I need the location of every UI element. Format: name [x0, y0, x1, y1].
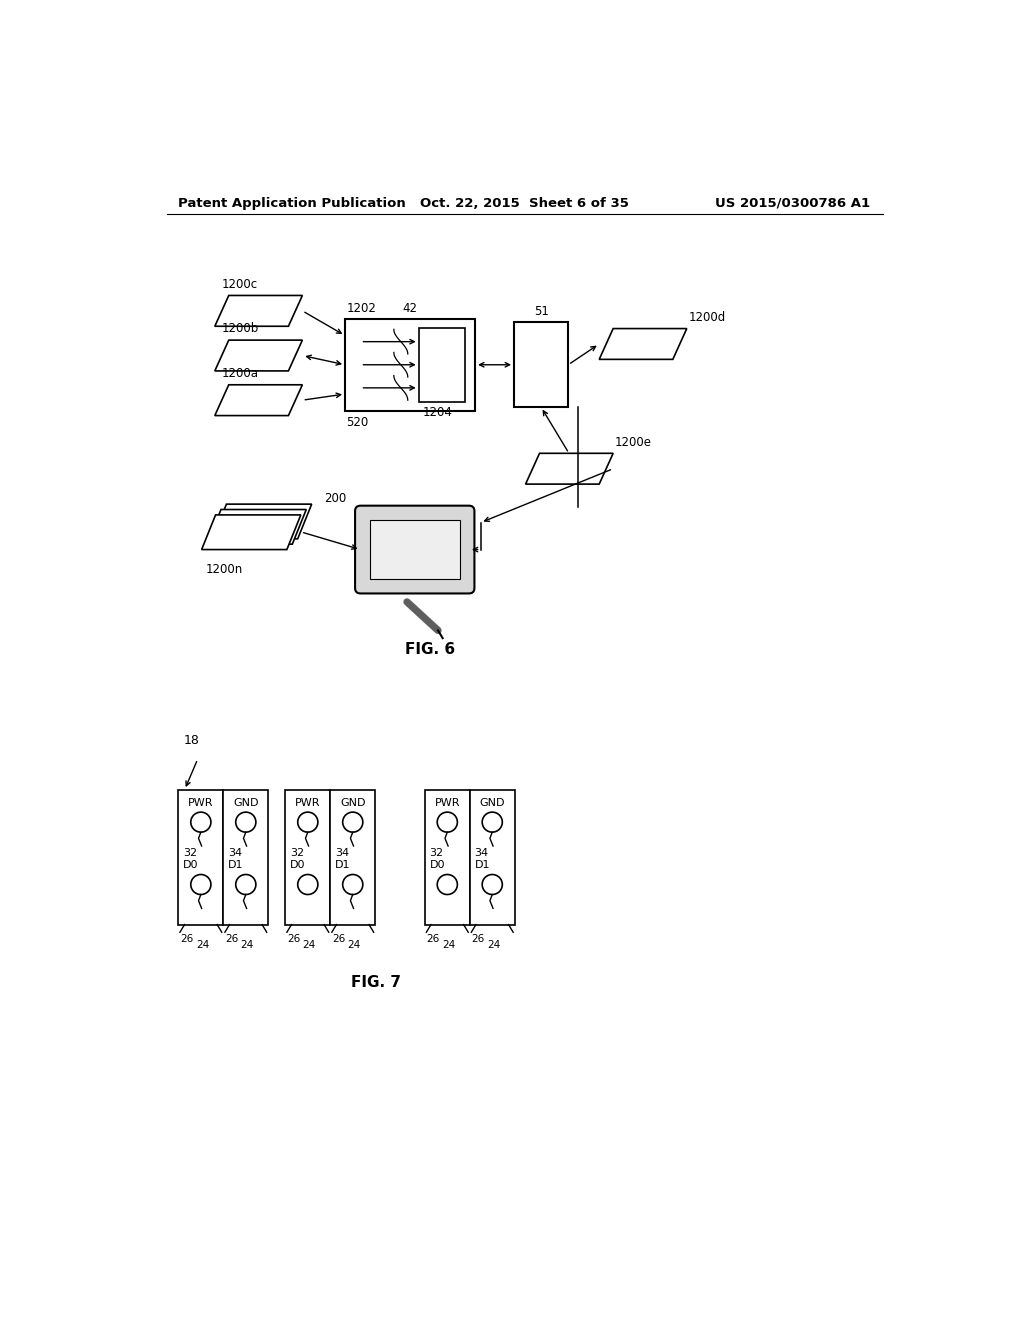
Bar	[514, 322, 568, 407]
Bar	[370, 520, 460, 578]
Text: Patent Application Publication: Patent Application Publication	[178, 197, 407, 210]
Text: 26: 26	[471, 933, 484, 944]
Polygon shape	[202, 515, 301, 549]
Polygon shape	[212, 504, 311, 539]
Bar	[419, 327, 465, 401]
Bar	[425, 789, 470, 924]
Text: US 2015/0300786 A1: US 2015/0300786 A1	[716, 197, 870, 210]
Text: 1200c: 1200c	[222, 277, 258, 290]
Text: 34: 34	[335, 847, 349, 858]
Text: GND: GND	[340, 797, 366, 808]
Text: D1: D1	[228, 859, 244, 870]
Text: 520: 520	[346, 416, 369, 429]
Text: D1: D1	[335, 859, 350, 870]
Text: D0: D0	[290, 859, 305, 870]
Text: 1200d: 1200d	[688, 312, 726, 323]
Text: D0: D0	[183, 859, 199, 870]
Bar	[286, 789, 331, 924]
Polygon shape	[215, 296, 302, 326]
Bar	[223, 789, 268, 924]
Text: PWR: PWR	[434, 797, 460, 808]
Text: D0: D0	[429, 859, 445, 870]
Text: 24: 24	[303, 940, 316, 950]
Text: 26: 26	[225, 933, 239, 944]
Text: Oct. 22, 2015  Sheet 6 of 35: Oct. 22, 2015 Sheet 6 of 35	[421, 197, 629, 210]
Text: D1: D1	[474, 859, 489, 870]
Text: PWR: PWR	[188, 797, 214, 808]
Text: GND: GND	[479, 797, 505, 808]
Polygon shape	[599, 329, 687, 359]
Text: 34: 34	[228, 847, 242, 858]
Text: 32: 32	[290, 847, 304, 858]
Text: PWR: PWR	[295, 797, 321, 808]
Bar	[345, 318, 475, 411]
Text: 1200b: 1200b	[222, 322, 259, 335]
Polygon shape	[525, 453, 613, 484]
Text: 1200e: 1200e	[614, 436, 651, 449]
Text: 26: 26	[332, 933, 345, 944]
Text: 32: 32	[183, 847, 198, 858]
Polygon shape	[207, 510, 306, 544]
Text: 51: 51	[534, 305, 549, 318]
Text: 24: 24	[487, 940, 501, 950]
Text: FIG. 6: FIG. 6	[406, 642, 456, 657]
Text: 26: 26	[426, 933, 439, 944]
Bar	[470, 789, 515, 924]
Text: GND: GND	[233, 797, 258, 808]
Text: FIG. 7: FIG. 7	[351, 974, 401, 990]
Text: 32: 32	[429, 847, 443, 858]
Text: 34: 34	[474, 847, 488, 858]
Bar	[331, 789, 375, 924]
FancyBboxPatch shape	[355, 506, 474, 594]
Polygon shape	[215, 385, 302, 416]
Text: 42: 42	[402, 302, 418, 314]
Text: 24: 24	[241, 940, 254, 950]
Text: 24: 24	[196, 940, 209, 950]
Text: 18: 18	[183, 734, 200, 747]
Text: 1202: 1202	[346, 302, 377, 314]
Text: 1204: 1204	[423, 405, 453, 418]
Text: 200: 200	[325, 492, 346, 506]
Bar	[178, 789, 223, 924]
Text: 1200a: 1200a	[222, 367, 259, 380]
Text: 24: 24	[348, 940, 360, 950]
Text: 24: 24	[442, 940, 456, 950]
Text: 26: 26	[287, 933, 300, 944]
Text: 26: 26	[180, 933, 194, 944]
Text: 1200n: 1200n	[206, 564, 243, 577]
Polygon shape	[215, 341, 302, 371]
